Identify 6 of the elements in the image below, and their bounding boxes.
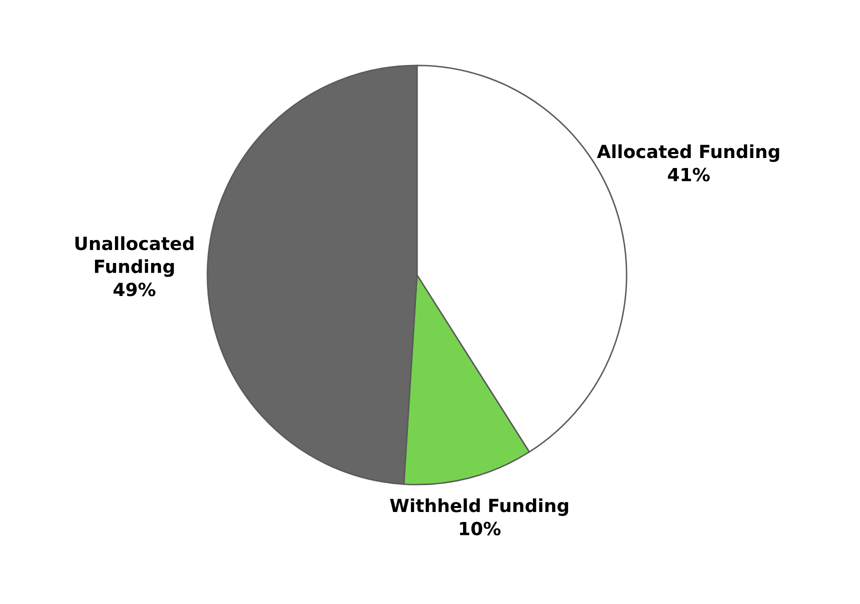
data-label: 49%: [114, 282, 156, 296]
slice-label: Unallocated Funding: [75, 236, 194, 277]
slice-label: Withheld Funding: [390, 498, 568, 516]
slice-label: Allocated Funding: [596, 144, 780, 162]
data-label: 10%: [460, 522, 501, 536]
data-label: 41%: [668, 168, 710, 182]
